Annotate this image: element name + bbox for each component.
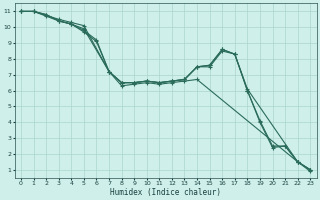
X-axis label: Humidex (Indice chaleur): Humidex (Indice chaleur) <box>110 188 221 197</box>
